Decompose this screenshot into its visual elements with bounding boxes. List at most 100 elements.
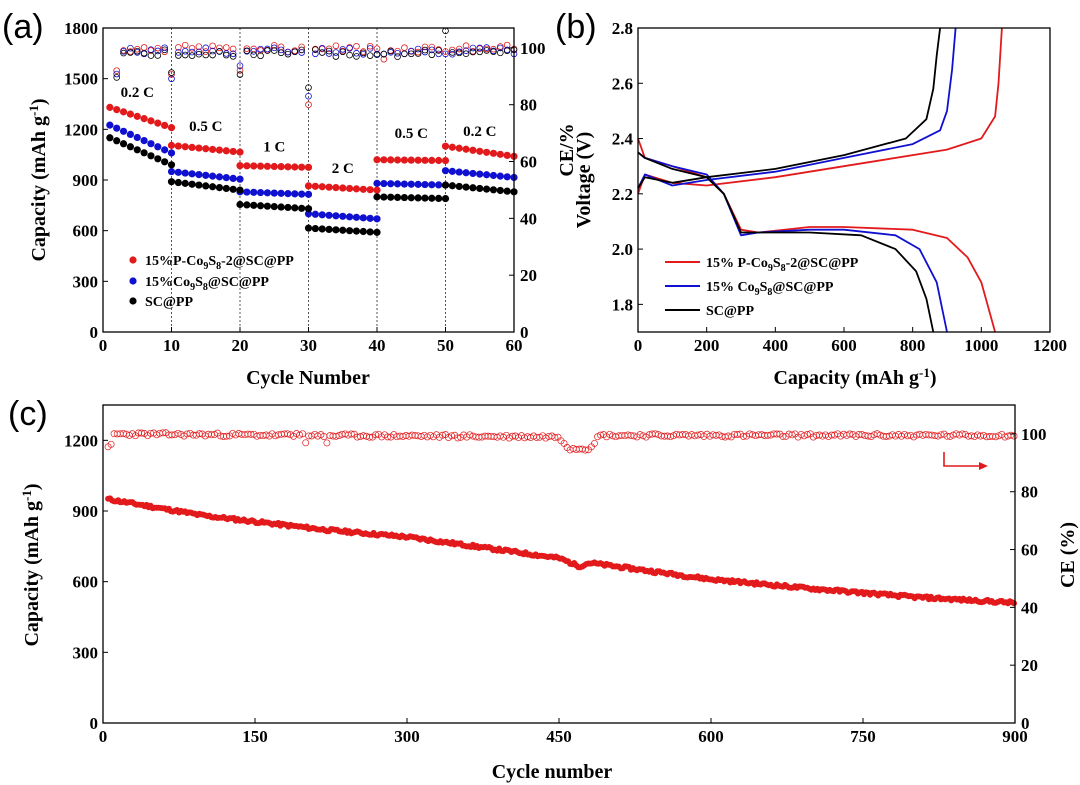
a-ce-point — [229, 53, 237, 60]
c-capacity-point — [1011, 600, 1017, 607]
a-ce-point — [305, 84, 312, 91]
a-capacity-point — [476, 184, 484, 193]
a-capacity-point — [126, 143, 134, 151]
a-capacity-point — [222, 147, 230, 155]
c-x-tick-label: 150 — [242, 727, 268, 746]
c-ce-point — [247, 430, 255, 438]
panel-a: (a) 0 10 20 30 40 50 60 0300600900120015001800… — [2, 8, 578, 389]
b-y-tick-label: 2.6 — [612, 74, 633, 93]
a-ce-point — [442, 50, 449, 58]
b-discharge-curve — [637, 151, 948, 333]
a-ce-point — [421, 43, 429, 51]
b-y-tick-label: 2.4 — [612, 130, 634, 149]
a-capacity-point — [462, 145, 470, 153]
a-ce-point — [421, 46, 429, 54]
c-x-tick-label: 300 — [394, 727, 420, 746]
panel-b: (b) 0 200 400 600 800 1000 1200 1.8 2.0 2.2 2.4 2.… — [555, 8, 1067, 389]
a-ce-point — [318, 44, 326, 52]
a-capacity-point — [373, 179, 381, 187]
a-ce-point — [202, 48, 210, 55]
a-ce-point — [428, 51, 436, 59]
a-capacity-point — [428, 194, 436, 202]
b-y-tick-label: 2.8 — [612, 19, 633, 38]
a-y2-ticks: 0 20 40 60 80 100 — [509, 39, 546, 342]
a-ce-point — [373, 51, 381, 59]
a-ce-point — [140, 49, 148, 57]
a-capacity-point — [270, 162, 278, 171]
a-ce-point — [270, 41, 278, 49]
b-y-ticks: 1.8 2.0 2.2 2.4 2.6 2.8 — [612, 19, 643, 314]
a-ce-point — [209, 51, 216, 59]
a-capacity-point — [346, 213, 354, 221]
a-capacity-point — [256, 202, 265, 210]
a-ce-point — [175, 52, 182, 59]
a-y-ticks: 0 300 600 900 1200 1500 1800 — [64, 19, 108, 342]
c-ce-point — [800, 432, 808, 440]
a-capacity-point — [188, 180, 196, 188]
a-capacity-point — [304, 210, 313, 218]
a-capacity-point — [421, 180, 429, 189]
a-x-ticks: 0 10 20 30 40 50 60 — [99, 327, 523, 355]
a-capacity-point — [161, 146, 169, 154]
a-ce-point — [181, 41, 189, 49]
a-capacity-point — [119, 127, 128, 135]
a-ce-point — [147, 52, 155, 59]
c-ce-point — [1010, 432, 1018, 440]
c-ce-point — [636, 431, 644, 439]
a-capacity-point — [373, 156, 381, 164]
a-capacity-point — [352, 227, 361, 235]
a-capacity-point — [339, 212, 347, 220]
a-rate-label: 0.2 C — [463, 124, 496, 140]
a-capacity-point — [167, 141, 176, 149]
a-capacity-point — [359, 227, 367, 236]
a-ce-point — [223, 51, 230, 59]
a-capacity-point — [209, 183, 217, 191]
a-ce-point — [414, 45, 422, 53]
a-capacity-point — [448, 167, 456, 175]
a-capacity-point — [387, 193, 395, 201]
a-ce-point — [298, 49, 305, 56]
a-ce-point — [161, 48, 168, 56]
a-ce-point — [490, 48, 497, 56]
a-capacity-point — [304, 163, 313, 171]
a-ce-point — [332, 53, 340, 60]
a-ce-point — [243, 45, 251, 52]
c-ce-point — [581, 446, 589, 454]
a-capacity-point — [380, 156, 388, 164]
a-capacity-point — [147, 140, 155, 148]
a-x-tick-label: 10 — [163, 336, 180, 355]
a-y-tick-label: 1200 — [64, 120, 98, 139]
a-ce-point — [496, 43, 504, 50]
a-capacity-point — [167, 149, 176, 157]
a-ce-point — [120, 49, 127, 57]
a-ce-point — [455, 45, 463, 53]
c-ce-points — [104, 429, 1018, 454]
a-capacity-point — [113, 106, 121, 114]
a-ce-point — [181, 47, 189, 55]
a-ce-point — [380, 50, 388, 58]
a-capacity-point — [263, 202, 271, 210]
a-legend-item-1: 15%P-Co9S8-2@SC@PP — [145, 254, 294, 272]
c-ce-point — [439, 431, 446, 439]
a-ce-point — [188, 52, 196, 59]
a-ce-point — [476, 44, 484, 52]
a-rate-label: 2 C — [332, 161, 354, 177]
c-x-ticks: 0 150 300 450 600 750 900 — [99, 718, 1028, 746]
c-ce-point — [454, 434, 462, 442]
a-capacity-point — [476, 170, 484, 178]
a-capacity-point — [366, 186, 374, 194]
a-ce-point — [496, 49, 504, 57]
a-ce-point — [140, 44, 148, 51]
a-ce-point — [113, 74, 120, 81]
c-arrow-head — [979, 462, 988, 470]
b-y-tick-label: 2.0 — [612, 240, 633, 259]
c-ce-point — [138, 429, 145, 437]
c-ce-point — [347, 430, 355, 438]
a-ce-point — [127, 49, 134, 56]
a-capacity-point — [448, 143, 456, 151]
c-ce-point — [773, 430, 781, 438]
a-legend-item-2: 15%Co9S8@SC@PP — [145, 275, 269, 293]
a-y2-tick-label: 100 — [520, 39, 546, 58]
c-ce-point — [733, 431, 741, 438]
a-capacity-point — [400, 193, 408, 202]
